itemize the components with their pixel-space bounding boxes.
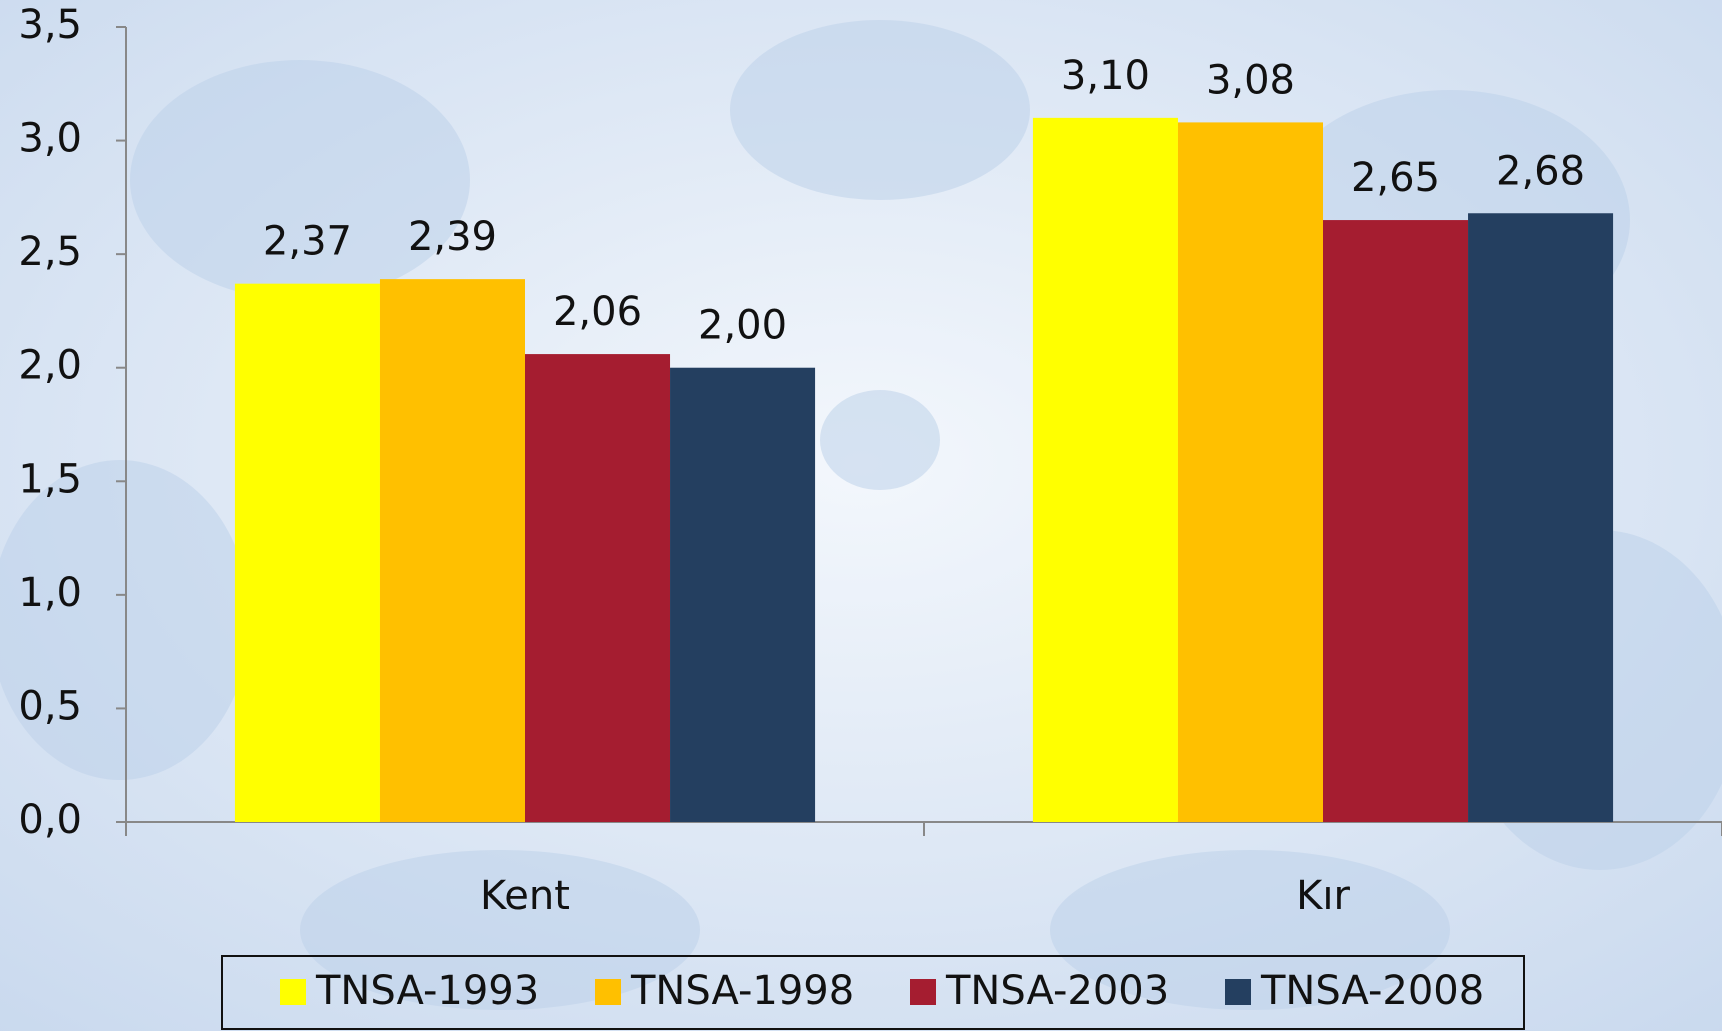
legend-swatch <box>595 979 621 1005</box>
y-tick-label: 1,5 <box>18 456 82 502</box>
x-tick-label: Kır <box>1296 873 1350 919</box>
value-label: 2,00 <box>698 303 787 349</box>
bar <box>670 368 815 822</box>
bar <box>1178 122 1323 822</box>
value-label: 2,37 <box>263 219 352 265</box>
value-label: 3,08 <box>1206 57 1295 103</box>
y-tick-label: 0,5 <box>18 683 82 729</box>
chart: TNSA-1993 TNSA-1998 TNSA-2003 TNSA-2008 0,0… <box>0 0 1722 1031</box>
y-tick-label: 1,0 <box>18 570 82 616</box>
y-tick-label: 2,5 <box>18 229 82 275</box>
bar <box>525 354 670 822</box>
x-tick-label: Kent <box>480 873 570 919</box>
legend-label: TNSA-2008 <box>1260 968 1484 1014</box>
value-label: 2,65 <box>1351 155 1440 201</box>
legend-label: TNSA-2003 <box>945 968 1169 1014</box>
bar <box>1468 213 1613 822</box>
legend-swatch <box>910 979 936 1005</box>
y-tick-label: 2,0 <box>18 343 82 389</box>
bar <box>380 279 525 822</box>
value-label: 3,10 <box>1061 53 1150 99</box>
legend-label: TNSA-1998 <box>630 968 854 1014</box>
value-label: 2,68 <box>1496 148 1585 194</box>
y-tick-label: 3,0 <box>18 116 82 162</box>
legend-label: TNSA-1993 <box>315 968 539 1014</box>
y-tick-label: 0,0 <box>18 797 82 843</box>
bar <box>1323 220 1468 822</box>
bar <box>1033 118 1178 822</box>
value-label: 2,06 <box>553 289 642 335</box>
bar <box>235 284 380 822</box>
legend-swatch <box>280 979 306 1005</box>
value-label: 2,39 <box>408 214 497 260</box>
y-tick-label: 3,5 <box>18 2 82 48</box>
legend-swatch <box>1225 979 1251 1005</box>
